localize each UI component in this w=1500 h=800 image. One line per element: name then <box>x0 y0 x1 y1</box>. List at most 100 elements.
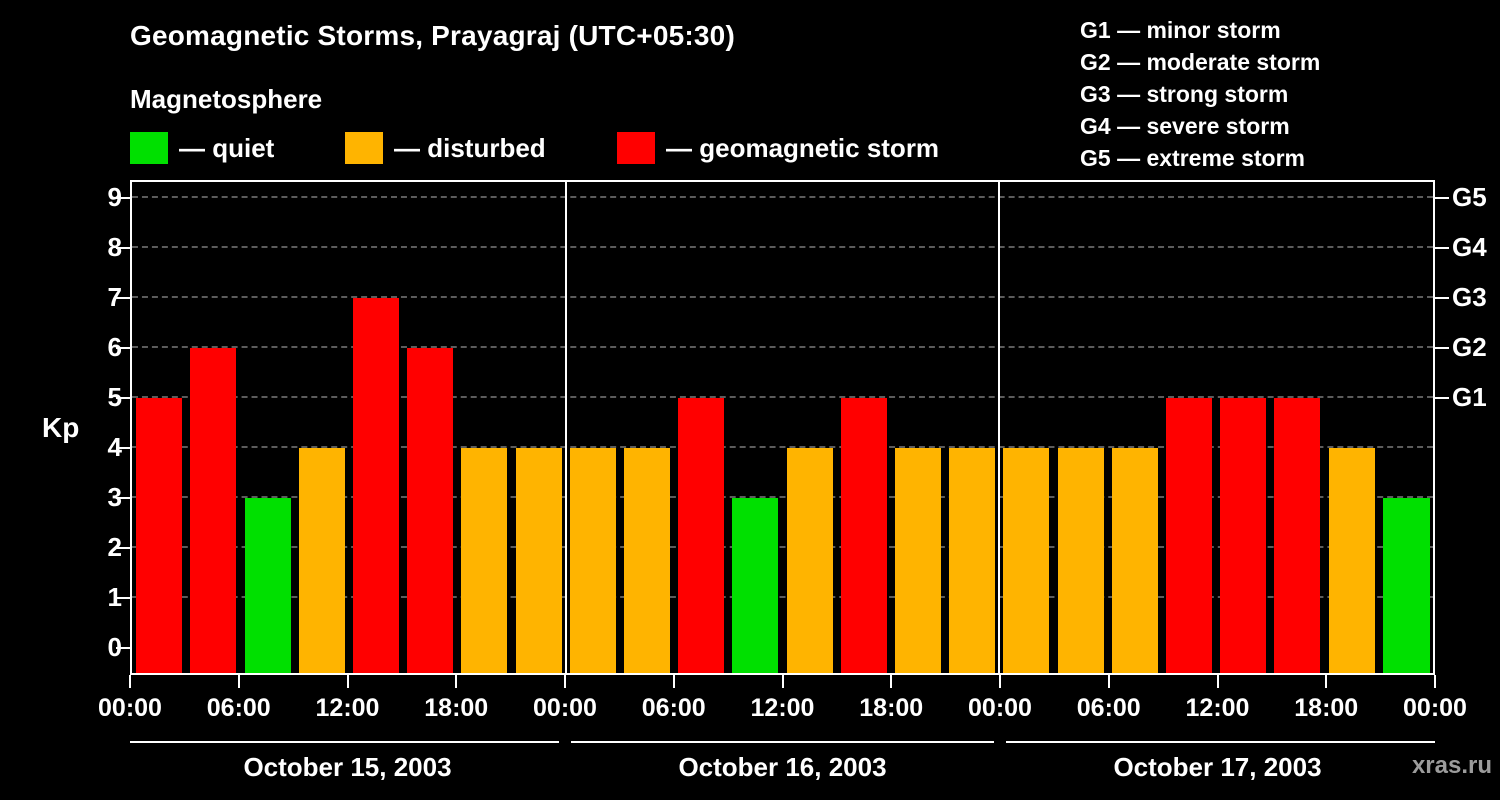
storm-swatch-icon <box>617 132 655 164</box>
x-axis-tick-label: 12:00 <box>315 694 380 722</box>
y-axis-tick-label: 4 <box>107 431 122 462</box>
date-label: October 15, 2003 <box>243 752 452 782</box>
kp-bar <box>136 398 183 673</box>
y-axis-tick <box>116 197 130 199</box>
day-divider-line <box>998 182 1001 673</box>
kp-bar <box>895 448 942 673</box>
day-divider-line <box>564 182 567 673</box>
g-axis-tick <box>1435 247 1449 249</box>
kp-bar <box>1003 448 1050 673</box>
day-bracket-line <box>571 741 994 743</box>
g-legend-line-g4: G4 — severe storm <box>1080 113 1290 139</box>
kp-bar <box>1274 398 1321 673</box>
day-bracket-line <box>1006 741 1435 743</box>
kp-bar <box>298 448 345 673</box>
x-axis-tick-label: 06:00 <box>641 694 706 722</box>
x-axis-tick-label: 00:00 <box>968 694 1032 722</box>
y-axis-tick <box>116 547 130 549</box>
y-axis-tick <box>116 497 130 499</box>
x-axis-tick-label: 06:00 <box>1076 694 1141 722</box>
x-axis-tick <box>781 675 784 688</box>
date-label: October 17, 2003 <box>1113 752 1322 782</box>
x-axis-tick <box>999 675 1001 688</box>
y-axis-tick <box>116 447 130 449</box>
g-axis-label-g4: G4 <box>1452 231 1487 262</box>
kp-bar <box>1111 448 1158 673</box>
grid-line-kp-6 <box>132 346 1433 348</box>
kp-bar <box>732 498 779 673</box>
kp-bar <box>786 448 833 673</box>
disturbed-swatch-icon <box>345 132 383 164</box>
kp-bar <box>1057 448 1104 673</box>
grid-line-kp-3 <box>132 496 1433 498</box>
y-axis-tick <box>116 397 130 399</box>
x-axis-tick <box>1325 675 1328 688</box>
x-axis-tick <box>890 675 893 688</box>
x-axis-tick <box>346 675 349 688</box>
kp-bar <box>1328 448 1375 673</box>
y-axis-tick-label: 9 <box>107 181 122 212</box>
x-axis-tick <box>455 675 458 688</box>
day-bracket-line <box>130 741 559 743</box>
kp-bar <box>515 448 562 673</box>
y-axis-tick-label: 3 <box>107 481 122 512</box>
x-axis-tick-label: 18:00 <box>859 694 924 722</box>
g-legend-line-g2: G2 — moderate storm <box>1080 49 1321 75</box>
kp-bar <box>407 348 454 673</box>
kp-bar <box>678 398 725 673</box>
grid-line-kp-4 <box>132 446 1433 448</box>
y-axis-tick <box>116 647 130 649</box>
kp-bar <box>1220 398 1267 673</box>
x-axis-tick <box>1216 675 1219 688</box>
x-axis-tick-label: 12:00 <box>1185 694 1250 722</box>
x-axis-tick <box>564 675 566 688</box>
x-axis-tick <box>672 675 675 688</box>
x-axis-tick-label: 00:00 <box>1403 694 1467 722</box>
y-axis-tick-label: 8 <box>107 231 122 262</box>
g-legend-line-g1: G1 — minor storm <box>1080 17 1281 43</box>
x-axis-tick-label: 06:00 <box>206 694 271 722</box>
legend-label-disturbed: — disturbed <box>394 132 546 163</box>
g-axis-label-g2: G2 <box>1452 331 1487 362</box>
legend-item-quiet: — quiet <box>130 131 274 165</box>
grid-line-kp-8 <box>132 246 1433 248</box>
g-legend-line-g5: G5 — extreme storm <box>1080 145 1305 171</box>
x-axis-tick <box>129 675 131 688</box>
x-axis-tick-label: 00:00 <box>533 694 597 722</box>
grid-line-kp-1 <box>132 596 1433 598</box>
y-axis-tick-label: 7 <box>107 281 122 312</box>
y-axis-title: Kp <box>42 412 80 443</box>
g-scale-legend: G1 — minor storm G2 — moderate storm G3 … <box>1080 14 1320 174</box>
y-axis-tick-label: 6 <box>107 331 122 362</box>
legend-label-storm: — geomagnetic storm <box>666 132 940 163</box>
x-axis-tick-label: 18:00 <box>1294 694 1359 722</box>
kp-bar <box>1166 398 1213 673</box>
date-label: October 16, 2003 <box>678 752 887 782</box>
y-axis-tick <box>116 347 130 349</box>
x-axis-tick <box>1107 675 1110 688</box>
chart-subtitle: Magnetosphere <box>130 84 323 114</box>
grid-line-kp-2 <box>132 546 1433 548</box>
kp-bar <box>623 448 670 673</box>
quiet-swatch-icon <box>130 132 168 164</box>
x-axis-tick <box>237 675 240 688</box>
kp-bar <box>190 348 237 673</box>
kp-bar <box>949 448 996 673</box>
kp-bar <box>352 298 399 673</box>
x-axis-tick-label: 18:00 <box>424 694 489 722</box>
watermark: xras.ru <box>1411 752 1492 779</box>
kp-bar <box>840 398 887 673</box>
g-axis-label-g3: G3 <box>1452 281 1487 312</box>
legend-item-storm: — geomagnetic storm <box>617 131 939 165</box>
y-axis-tick-label: 2 <box>107 531 122 562</box>
grid-line-kp-7 <box>132 296 1433 298</box>
g-axis-tick <box>1435 347 1449 349</box>
y-axis-tick-label: 5 <box>107 381 122 412</box>
kp-bar <box>461 448 508 673</box>
y-axis-tick-label: 0 <box>107 631 122 662</box>
legend-item-disturbed: — disturbed <box>345 131 546 165</box>
g-axis-label-g1: G1 <box>1452 381 1487 412</box>
x-axis-tick <box>1434 675 1436 688</box>
g-axis-tick <box>1435 297 1449 299</box>
